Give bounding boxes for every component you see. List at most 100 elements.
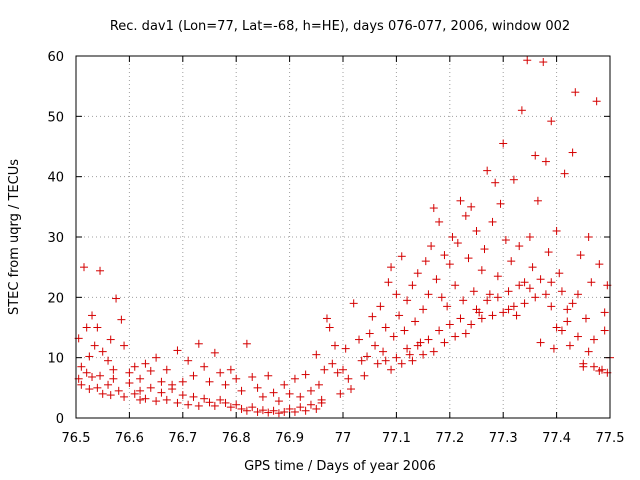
data-point bbox=[397, 359, 406, 368]
data-point bbox=[168, 385, 177, 394]
data-point bbox=[520, 299, 529, 308]
data-point bbox=[440, 251, 449, 260]
data-point bbox=[392, 290, 401, 299]
data-point bbox=[258, 392, 267, 401]
data-point bbox=[515, 281, 524, 290]
axis-ticks: 76.5 76.6 76.7 76.8 76.9 77 77.1 77.2 77.3 77.4 77… bbox=[47, 50, 624, 446]
data-point bbox=[280, 380, 289, 389]
data-point bbox=[563, 305, 572, 314]
data-point bbox=[173, 398, 182, 407]
data-point bbox=[339, 365, 347, 374]
x-tick-label: 77.3 bbox=[489, 431, 518, 446]
data-point bbox=[419, 305, 428, 314]
data-point bbox=[330, 341, 339, 350]
data-point bbox=[600, 308, 609, 317]
data-point bbox=[512, 311, 521, 320]
data-point bbox=[571, 88, 580, 97]
data-point bbox=[112, 294, 121, 303]
data-point bbox=[488, 311, 497, 320]
data-point bbox=[184, 356, 193, 365]
data-point bbox=[189, 392, 198, 401]
data-point bbox=[205, 398, 214, 407]
data-point bbox=[274, 397, 283, 406]
data-point bbox=[306, 400, 315, 409]
data-point bbox=[269, 406, 278, 415]
data-point bbox=[520, 278, 529, 287]
data-point bbox=[237, 386, 246, 395]
y-tick-label: 0 bbox=[56, 412, 64, 427]
data-point bbox=[424, 290, 433, 299]
data-point bbox=[90, 341, 99, 350]
data-point bbox=[320, 365, 329, 374]
data-point bbox=[427, 242, 436, 251]
data-point bbox=[456, 314, 465, 323]
data-point bbox=[98, 347, 107, 356]
data-point bbox=[541, 157, 550, 166]
data-point bbox=[387, 365, 396, 374]
data-point bbox=[584, 233, 593, 241]
data-point bbox=[595, 260, 604, 269]
data-point bbox=[576, 251, 585, 260]
data-point bbox=[162, 395, 171, 404]
data-point bbox=[392, 353, 401, 362]
data-point bbox=[237, 404, 246, 413]
data-point bbox=[88, 311, 97, 320]
data-point bbox=[451, 332, 460, 341]
data-point bbox=[456, 196, 465, 205]
data-point bbox=[173, 346, 182, 355]
data-point bbox=[539, 58, 548, 67]
data-point bbox=[544, 248, 553, 257]
data-point bbox=[381, 356, 390, 365]
data-point bbox=[573, 332, 582, 341]
data-point bbox=[157, 388, 166, 397]
data-point bbox=[573, 290, 582, 299]
data-point bbox=[493, 293, 502, 302]
data-point bbox=[82, 323, 91, 332]
data-point bbox=[258, 406, 267, 415]
data-point bbox=[301, 406, 310, 415]
data-point bbox=[117, 315, 126, 324]
data-point bbox=[200, 362, 209, 371]
data-point bbox=[96, 371, 105, 380]
data-point bbox=[349, 299, 358, 308]
data-point bbox=[592, 97, 601, 106]
data-point bbox=[469, 287, 478, 296]
data-point bbox=[552, 323, 561, 332]
data-point bbox=[589, 335, 598, 344]
data-point bbox=[448, 233, 457, 241]
data-point bbox=[232, 374, 241, 383]
data-point bbox=[579, 362, 588, 371]
data-point bbox=[547, 302, 556, 311]
data-point bbox=[395, 311, 404, 320]
data-point bbox=[472, 305, 481, 314]
y-tick-label: 60 bbox=[47, 50, 64, 65]
data-point bbox=[290, 374, 299, 383]
data-point bbox=[336, 389, 345, 398]
data-point bbox=[104, 380, 113, 389]
x-tick-label: 77.4 bbox=[542, 431, 571, 446]
data-point bbox=[264, 408, 273, 417]
data-point bbox=[347, 385, 356, 394]
data-point bbox=[411, 317, 420, 326]
data-point bbox=[162, 365, 171, 374]
data-point bbox=[381, 323, 390, 332]
data-point bbox=[242, 406, 251, 415]
data-point bbox=[485, 290, 494, 299]
data-point bbox=[555, 269, 564, 278]
data-point bbox=[146, 383, 155, 392]
data-point bbox=[557, 287, 566, 296]
data-point bbox=[200, 394, 209, 403]
data-point bbox=[194, 339, 203, 348]
data-point bbox=[93, 323, 102, 332]
data-point bbox=[531, 293, 540, 302]
x-axis-label: GPS time / Days of year 2006 bbox=[244, 459, 436, 474]
data-point bbox=[184, 400, 193, 409]
data-point bbox=[525, 233, 534, 241]
data-point bbox=[523, 56, 532, 65]
x-tick-label: 77.2 bbox=[435, 431, 464, 446]
data-point bbox=[560, 169, 569, 178]
x-tick-label: 77.5 bbox=[596, 431, 625, 446]
data-point bbox=[373, 359, 382, 368]
data-point bbox=[226, 403, 235, 412]
data-point bbox=[106, 335, 115, 344]
